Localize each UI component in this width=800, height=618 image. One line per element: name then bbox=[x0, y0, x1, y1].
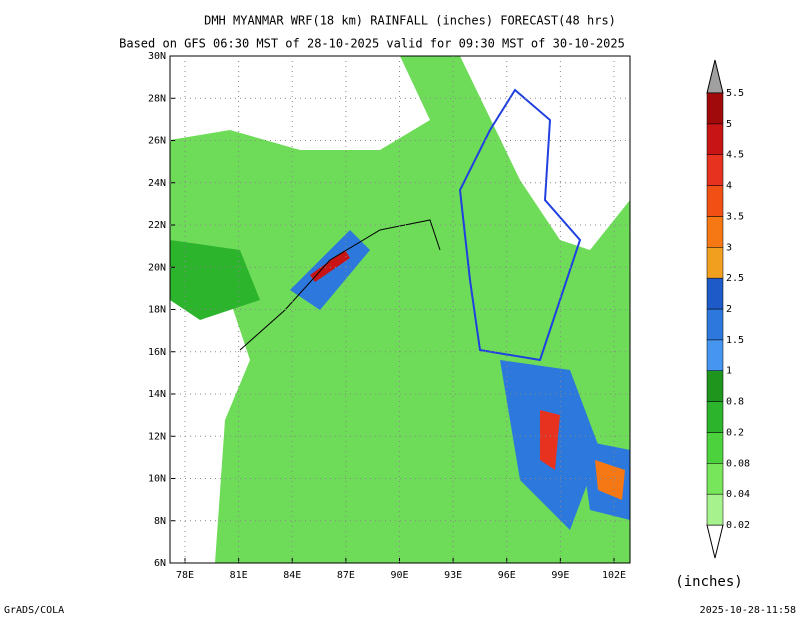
dry-southwest bbox=[170, 300, 250, 563]
legend-label: 4 bbox=[726, 181, 732, 192]
legend-label: 0.02 bbox=[726, 520, 750, 531]
lon-label: 87E bbox=[337, 570, 355, 581]
legend-swatch bbox=[706, 185, 724, 217]
footer-left: GrADS/COLA bbox=[4, 605, 64, 616]
lon-label: 90E bbox=[390, 570, 408, 581]
rain-east-max bbox=[595, 460, 625, 500]
title: DMH MYANMAR WRF(18 km) RAINFALL (inches)… bbox=[204, 14, 616, 28]
axes: 30N 28N 26N 24N 22N 20N 18N 16N 14N 12N 10N 8N 6N 78E… bbox=[148, 51, 630, 581]
rain-south-max bbox=[540, 410, 560, 470]
legend-swatch bbox=[706, 432, 724, 464]
legend-label: 2 bbox=[726, 304, 732, 315]
legend-label: 0.08 bbox=[726, 458, 750, 469]
lat-label: 16N bbox=[148, 347, 166, 358]
legend-swatch bbox=[706, 154, 724, 186]
lat-label: 28N bbox=[148, 93, 166, 104]
legend-swatch bbox=[706, 463, 724, 495]
lat-label: 30N bbox=[148, 51, 166, 62]
legend-swatch bbox=[706, 277, 724, 310]
legend-swatch bbox=[706, 493, 724, 526]
lat-label: 18N bbox=[148, 305, 166, 316]
legend-swatch bbox=[706, 370, 724, 402]
legend-label: 4.5 bbox=[726, 150, 744, 161]
legend-label: 2.5 bbox=[726, 273, 744, 284]
lat-label: 10N bbox=[148, 474, 166, 485]
lon-label: 84E bbox=[283, 570, 301, 581]
lon-label: 78E bbox=[176, 570, 194, 581]
legend-unit: (inches) bbox=[675, 574, 742, 590]
lat-label: 22N bbox=[148, 220, 166, 231]
legend-label: 0.8 bbox=[726, 397, 744, 408]
legend-under-arrow bbox=[706, 524, 724, 559]
legend-label: 0.2 bbox=[726, 427, 744, 438]
legend-label: 3.5 bbox=[726, 211, 744, 222]
lon-label: 102E bbox=[602, 570, 626, 581]
dry-north bbox=[170, 56, 430, 150]
subtitle: Based on GFS 06:30 MST of 28-10-2025 val… bbox=[119, 37, 625, 51]
legend-label: 0.04 bbox=[726, 489, 750, 500]
lat-label: 14N bbox=[148, 389, 166, 400]
legend-label: 5.5 bbox=[726, 88, 744, 99]
myanmar-border bbox=[458, 88, 582, 362]
legend-swatch bbox=[706, 92, 724, 125]
footer-right: 2025-10-28-11:58 bbox=[700, 605, 796, 616]
dry-northeast bbox=[460, 56, 630, 250]
lon-label: 99E bbox=[551, 570, 569, 581]
lat-label: 8N bbox=[154, 516, 166, 527]
lat-label: 24N bbox=[148, 178, 166, 189]
legend-swatch bbox=[706, 216, 724, 248]
legend-label: 1 bbox=[726, 366, 732, 377]
lon-label: 81E bbox=[230, 570, 248, 581]
legend-swatch bbox=[706, 247, 724, 279]
rain-coast-max bbox=[310, 250, 350, 282]
lon-label: 93E bbox=[444, 570, 462, 581]
legend: 0.02 0.04 0.08 0.2 0.8 1 1.5 2 2.5 3 3.5 4 4.5 5 5.5 bbox=[706, 59, 750, 559]
legend-swatch bbox=[706, 308, 724, 341]
legend-swatch bbox=[706, 339, 724, 371]
lat-label: 20N bbox=[148, 262, 166, 273]
lon-label: 96E bbox=[498, 570, 516, 581]
legend-swatch bbox=[706, 123, 724, 155]
legend-label: 5 bbox=[726, 119, 732, 130]
lat-label: 6N bbox=[154, 558, 166, 569]
legend-label: 1.5 bbox=[726, 335, 744, 346]
lat-label: 12N bbox=[148, 431, 166, 442]
legend-label: 3 bbox=[726, 242, 732, 253]
rain-west bbox=[170, 240, 260, 320]
legend-swatch bbox=[706, 401, 724, 433]
legend-over-arrow bbox=[706, 59, 724, 94]
lat-label: 26N bbox=[148, 136, 166, 147]
